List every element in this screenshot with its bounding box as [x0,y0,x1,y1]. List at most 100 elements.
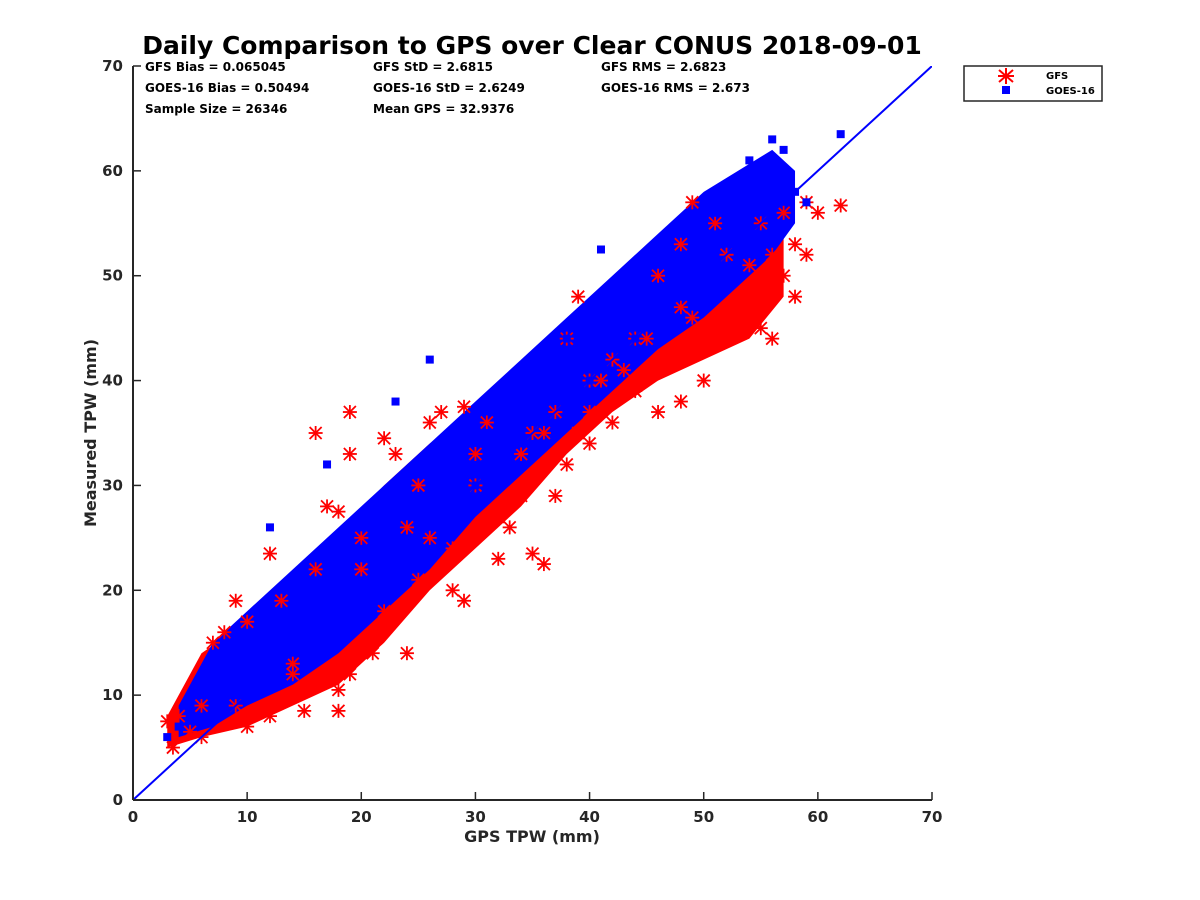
gfs-point [765,331,780,346]
gfs-point [651,405,666,420]
gfs-point [536,557,551,572]
x-tick-label: 0 [128,808,138,826]
y-axis-label: Measured TPW (mm) [81,339,100,527]
goes-point [596,245,605,254]
stat-sample-size: Sample Size = 26346 [145,102,287,116]
goes-point [300,617,309,626]
stat-gfs-rms: GFS RMS = 2.6823 [601,60,726,74]
goes-point [539,366,548,375]
gfs-point [719,310,734,325]
legend-goes-label: GOES-16 [1046,86,1095,97]
points-layer [133,66,932,800]
gfs-point [799,247,814,262]
goes-scatter-cloud [178,149,796,738]
gfs-point [240,719,255,734]
gfs-point [730,300,745,315]
y-tick-label: 40 [102,372,123,390]
gfs-point [696,321,711,336]
gfs-point [434,405,449,420]
gfs-point [742,289,757,304]
goes-point [265,523,274,532]
gfs-point [514,488,529,503]
gfs-point [205,635,220,650]
gfs-point [571,426,586,440]
goes-point [494,408,503,417]
goes-point [460,449,469,458]
gfs-point [810,205,825,220]
gfs-point [696,373,711,388]
gfs-point [342,405,357,420]
goes-point [528,376,537,385]
legend-gfs-marker [998,68,1014,84]
goes-point [745,156,754,165]
gfs-point [160,714,175,729]
goes-point [688,219,697,228]
stat-gfs-std: GFS StD = 2.6815 [373,60,493,74]
goes-point [448,439,457,448]
gfs-point [274,593,289,608]
goes-point [254,649,263,658]
gfs-point [217,625,232,640]
gfs-point [457,593,472,608]
goes-point [768,135,777,144]
x-tick-label: 60 [807,808,828,826]
y-axis-ticks: 0 10 20 30 40 50 60 70 [102,57,141,809]
legend-box [963,65,1103,102]
goes-point [402,481,411,490]
gfs-point [628,384,643,399]
gfs-point [788,237,803,252]
gfs-point [491,509,506,524]
stat-mean-gps: Mean GPS = 32.9376 [373,102,514,116]
y-tick-label: 60 [102,162,123,180]
goes-point [368,512,377,521]
goes-point [608,292,617,301]
legend: GFS GOES-16 [963,65,1103,102]
x-tick-label: 20 [351,808,372,826]
y-tick-label: 30 [102,476,123,494]
gfs-point [308,426,323,440]
goes-point [471,418,480,427]
stat-goes-std: GOES-16 StD = 2.6249 [373,81,525,95]
goes-point [711,208,720,217]
goes-point [208,680,217,689]
goes-point [665,250,674,259]
gfs-point [605,415,620,430]
goes-point [380,502,389,511]
gfs-point [685,310,700,325]
x-tick-label: 50 [693,808,714,826]
goes-point [539,439,548,448]
goes-point [676,229,685,238]
gfs-point [708,216,723,231]
x-tick-label: 70 [922,808,943,826]
goes-point [836,130,845,139]
goes-point [277,617,286,626]
chart-title: Daily Comparison to GPS over Clear CONUS… [142,31,922,60]
y-tick-label: 70 [102,57,123,75]
gfs-point [662,352,677,367]
goes-point [357,523,366,532]
goes-point [197,691,206,700]
gfs-series [160,195,848,755]
goes-point [699,198,708,207]
gfs-point [320,499,335,514]
goes-point [220,670,229,679]
gfs-point [525,546,540,561]
gfs-point [765,247,780,262]
goes-point [265,638,274,647]
goes-point [631,271,640,280]
gfs-point [399,520,414,535]
goes-point [186,712,195,721]
gfs-point [194,698,209,713]
gfs-point [468,446,483,461]
gfs-point [399,646,414,661]
goes-point [585,313,594,322]
gfs-point [308,562,323,577]
x-tick-label: 40 [579,808,600,826]
goes-point [437,460,446,469]
goes-point [323,460,332,469]
gfs-point [228,593,243,608]
gfs-point [445,541,460,556]
gfs-point [559,457,574,472]
